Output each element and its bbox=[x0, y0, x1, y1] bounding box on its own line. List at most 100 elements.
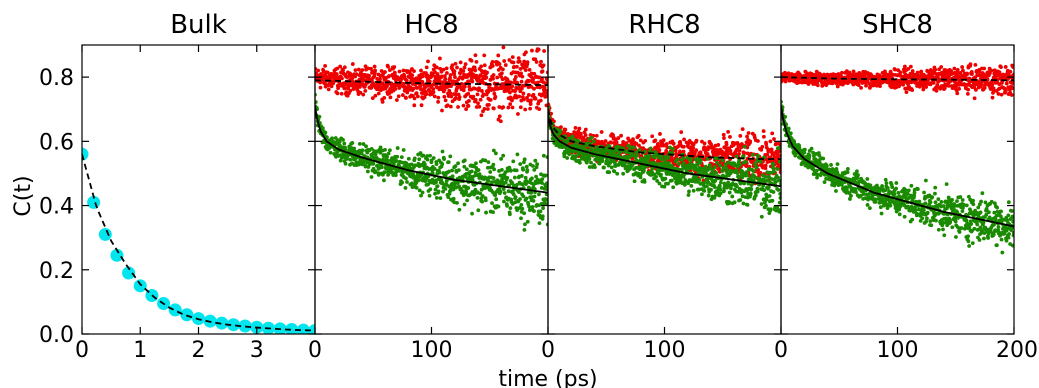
data-point bbox=[452, 69, 457, 74]
data-point bbox=[528, 98, 533, 103]
data-point bbox=[415, 94, 420, 99]
data-point bbox=[386, 64, 390, 69]
data-point bbox=[730, 194, 735, 199]
data-point bbox=[406, 156, 411, 161]
data-point bbox=[898, 70, 903, 75]
data-point bbox=[433, 70, 437, 74]
data-point bbox=[831, 177, 836, 182]
data-point bbox=[434, 162, 439, 167]
data-point bbox=[433, 191, 437, 196]
data-point bbox=[965, 91, 970, 96]
data-point bbox=[584, 160, 589, 165]
data-point bbox=[354, 72, 359, 77]
data-point bbox=[702, 188, 707, 193]
data-point bbox=[538, 209, 543, 214]
data-point bbox=[865, 203, 870, 207]
data-point bbox=[323, 63, 328, 68]
data-point bbox=[621, 171, 626, 176]
data-point bbox=[518, 66, 523, 71]
data-point bbox=[686, 193, 691, 197]
data-point bbox=[1010, 86, 1014, 91]
data-point bbox=[982, 85, 987, 90]
data-point bbox=[859, 85, 863, 90]
data-point bbox=[996, 92, 1001, 96]
data-point bbox=[511, 60, 516, 65]
data-point bbox=[491, 162, 496, 167]
series-1 bbox=[781, 99, 1014, 255]
data-point bbox=[763, 163, 768, 168]
data-point bbox=[436, 95, 441, 100]
data-point bbox=[484, 210, 488, 215]
data-point bbox=[764, 192, 769, 197]
data-point bbox=[643, 138, 648, 143]
data-point bbox=[771, 190, 776, 194]
data-point bbox=[735, 171, 740, 176]
plot-area bbox=[315, 45, 548, 232]
data-point bbox=[878, 84, 882, 88]
data-point bbox=[422, 162, 427, 167]
data-point bbox=[445, 103, 450, 108]
data-point bbox=[545, 155, 548, 160]
data-point bbox=[395, 154, 400, 159]
data-point bbox=[441, 67, 446, 72]
data-point bbox=[519, 174, 524, 178]
data-point bbox=[999, 65, 1003, 70]
data-point bbox=[972, 96, 977, 101]
data-point bbox=[456, 105, 460, 109]
data-point bbox=[403, 186, 408, 190]
data-point bbox=[505, 175, 510, 180]
data-point bbox=[453, 96, 458, 100]
data-point bbox=[419, 68, 423, 73]
data-point bbox=[525, 168, 530, 172]
data-point bbox=[689, 184, 694, 188]
data-point bbox=[497, 105, 502, 109]
data-point bbox=[890, 72, 895, 77]
data-point bbox=[383, 147, 387, 152]
data-point bbox=[544, 197, 548, 202]
data-point bbox=[441, 189, 445, 194]
data-point bbox=[901, 82, 905, 87]
data-point bbox=[691, 188, 696, 193]
data-point bbox=[350, 62, 355, 66]
data-point bbox=[392, 70, 397, 75]
data-point bbox=[814, 168, 819, 173]
data-point bbox=[360, 148, 365, 153]
data-point bbox=[379, 165, 384, 170]
data-point bbox=[1004, 81, 1009, 86]
data-point bbox=[723, 162, 728, 167]
data-point bbox=[505, 203, 509, 208]
data-point bbox=[448, 104, 453, 109]
data-point bbox=[419, 193, 423, 198]
data-point bbox=[740, 194, 745, 199]
data-point bbox=[414, 185, 419, 190]
data-point bbox=[320, 126, 325, 131]
data-point bbox=[745, 173, 750, 178]
data-point bbox=[534, 60, 539, 64]
data-point bbox=[908, 64, 913, 69]
data-point bbox=[509, 168, 513, 173]
data-point bbox=[476, 168, 481, 172]
data-point bbox=[388, 95, 393, 100]
data-point bbox=[624, 150, 628, 154]
data-point bbox=[462, 65, 467, 70]
data-point bbox=[496, 204, 501, 209]
data-point bbox=[330, 136, 335, 141]
data-point bbox=[405, 90, 410, 95]
data-point bbox=[990, 82, 995, 87]
data-point bbox=[508, 206, 513, 211]
data-point bbox=[453, 75, 457, 80]
data-point bbox=[955, 71, 960, 76]
data-point bbox=[430, 171, 435, 175]
data-point bbox=[631, 137, 635, 142]
data-point bbox=[432, 167, 437, 171]
data-point bbox=[501, 187, 506, 191]
data-point bbox=[702, 141, 707, 146]
data-point bbox=[769, 147, 774, 152]
data-point bbox=[343, 86, 348, 91]
data-point bbox=[448, 188, 453, 193]
data-point bbox=[893, 67, 897, 72]
data-point bbox=[521, 160, 526, 165]
data-point bbox=[510, 180, 515, 185]
data-point bbox=[720, 158, 725, 163]
data-point bbox=[637, 148, 642, 152]
